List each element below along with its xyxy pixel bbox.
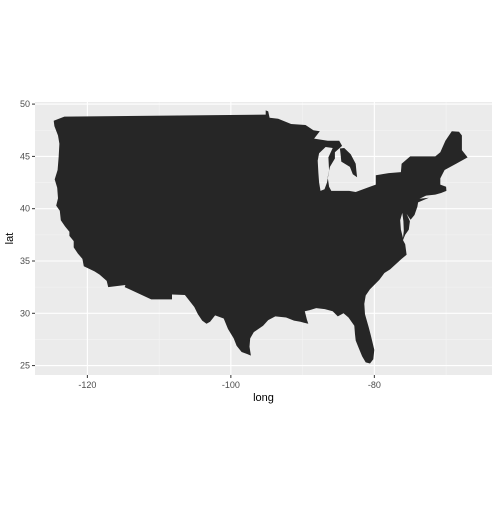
- y-axis-ticks: 25 30 35 40 45 50: [20, 99, 35, 371]
- x-tick-label: -100: [222, 380, 240, 390]
- y-tick-label: 35: [20, 256, 30, 266]
- x-axis-ticks: -120 -100 -80: [78, 375, 381, 390]
- y-tick-label: 40: [20, 204, 30, 214]
- y-axis-title: lat: [4, 233, 16, 245]
- y-tick-label: 45: [20, 151, 30, 161]
- contiguous-united-states-shape: [53, 110, 468, 364]
- y-tick-label: 50: [20, 99, 30, 109]
- x-axis-title: long: [253, 392, 274, 404]
- x-tick-label: -80: [368, 380, 381, 390]
- y-tick-label: 25: [20, 361, 30, 371]
- x-tick-label: -120: [78, 380, 96, 390]
- y-tick-label: 30: [20, 308, 30, 318]
